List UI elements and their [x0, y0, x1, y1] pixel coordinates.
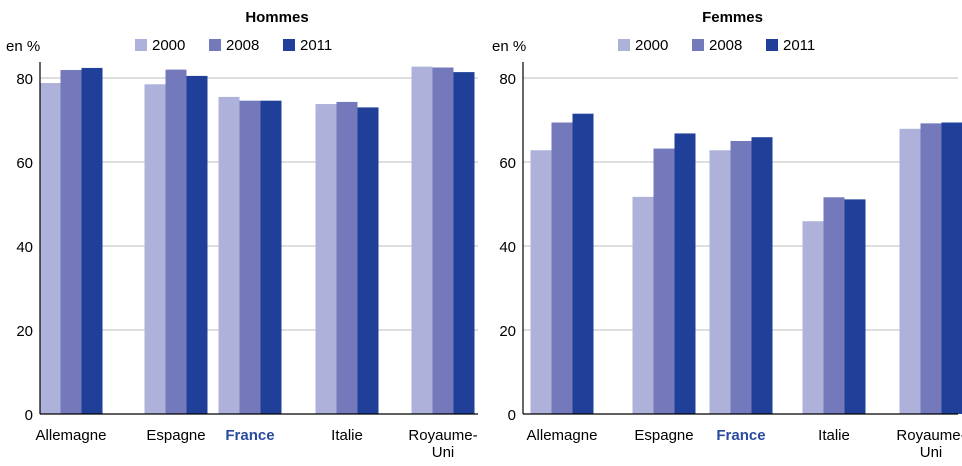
bar-espagne-2008 [166, 70, 187, 414]
x-tick-label-royaume-uni: Royaume-Uni [896, 427, 962, 461]
x-tick-label-allemagne: Allemagne [527, 427, 598, 444]
legend-label-2000: 2000 [635, 37, 668, 54]
bar-royaume-uni-2008 [921, 123, 942, 414]
bar-espagne-2008 [654, 149, 675, 414]
x-tick-label-france: France [225, 427, 274, 444]
x-tick-label-italie: Italie [818, 427, 850, 444]
bar-italie-2000 [316, 104, 337, 414]
legend-label-2000: 2000 [152, 37, 185, 54]
bar-espagne-2011 [187, 76, 208, 414]
bar-espagne-2011 [675, 133, 696, 414]
bar-royaume-uni-2000 [412, 67, 433, 414]
y-tick-label-80: 80 [499, 71, 516, 88]
legend-swatch-2008 [692, 39, 704, 51]
bar-italie-2000 [803, 221, 824, 414]
x-tick-label-allemagne: Allemagne [36, 427, 107, 444]
legend-label-2011: 2011 [300, 37, 332, 54]
y-tick-label-20: 20 [499, 323, 516, 340]
bar-france-2011 [752, 137, 773, 414]
bar-france-2011 [261, 101, 282, 414]
bar-espagne-2000 [145, 84, 166, 414]
bar-france-2008 [240, 101, 261, 414]
bar-allemagne-2008 [552, 123, 573, 414]
y-tick-label-60: 60 [499, 155, 516, 172]
y-tick-label-80: 80 [16, 71, 33, 88]
legend-label-2011: 2011 [783, 37, 815, 54]
legend-swatch-2000 [135, 39, 147, 51]
bar-france-2000 [219, 97, 240, 414]
bar-italie-2008 [337, 102, 358, 414]
y-tick-label-40: 40 [499, 239, 516, 256]
legend-swatch-2008 [209, 39, 221, 51]
x-tick-label-espagne: Espagne [146, 427, 205, 444]
legend-label-2008: 2008 [709, 37, 742, 54]
bar-royaume-uni-2008 [433, 68, 454, 415]
bar-italie-2008 [824, 197, 845, 414]
legend-swatch-2011 [283, 39, 295, 51]
legend-label-2008: 2008 [226, 37, 259, 54]
x-tick-label-italie: Italie [331, 427, 363, 444]
y-axis-label: en % [6, 38, 40, 55]
y-tick-label-60: 60 [16, 155, 33, 172]
legend-swatch-2011 [766, 39, 778, 51]
chart-panel-hommes: Hommes en % 2000 2008 2011 0 20 40 60 80 Allemagne… [6, 9, 478, 461]
bar-italie-2011 [358, 107, 379, 414]
x-tick-label-france: France [716, 427, 765, 444]
bar-allemagne-2011 [82, 68, 103, 414]
bar-allemagne-2000 [531, 150, 552, 414]
bar-france-2008 [731, 141, 752, 414]
y-tick-label-20: 20 [16, 323, 33, 340]
chart-title: Hommes [245, 9, 308, 26]
legend-swatch-2000 [618, 39, 630, 51]
chart-panel-femmes: Femmes en % 2000 2008 2011 0 20 40 60 80 Allemagne… [492, 9, 962, 461]
bar-italie-2011 [845, 199, 866, 414]
y-axis-label: en % [492, 38, 526, 55]
bar-allemagne-2008 [61, 70, 82, 414]
bar-royaume-uni-2000 [900, 129, 921, 414]
bar-espagne-2000 [633, 197, 654, 414]
y-tick-label-40: 40 [16, 239, 33, 256]
y-tick-label-0: 0 [508, 407, 516, 424]
x-tick-label-royaume-uni: Royaume-Uni [408, 427, 477, 461]
bar-france-2000 [710, 150, 731, 414]
y-tick-label-0: 0 [25, 407, 33, 424]
bar-royaume-uni-2011 [454, 72, 475, 414]
bar-royaume-uni-2011 [942, 123, 962, 414]
bar-allemagne-2000 [40, 83, 61, 414]
chart-title: Femmes [702, 9, 763, 26]
bar-allemagne-2011 [573, 114, 594, 414]
x-tick-label-espagne: Espagne [634, 427, 693, 444]
